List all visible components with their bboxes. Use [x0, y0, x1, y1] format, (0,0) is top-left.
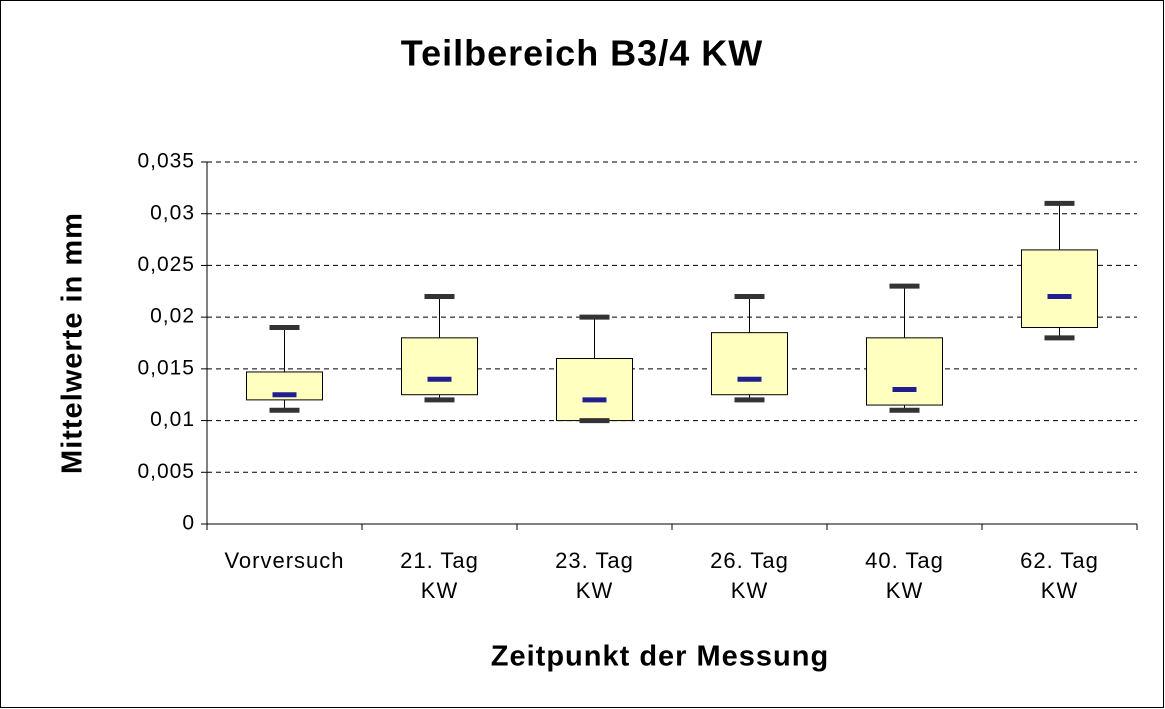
- box: [866, 337, 943, 406]
- x-tick-label: 21. Tag KW: [400, 548, 479, 603]
- y-tick-label: 0,025: [137, 253, 195, 276]
- x-tick-label: Vorversuch: [224, 548, 345, 573]
- x-tick-label: 23. Tag KW: [555, 548, 634, 603]
- x-tick-label: 62. Tag KW: [1020, 548, 1099, 603]
- box: [711, 332, 788, 396]
- chart-title: Teilbereich B3/4 KW: [401, 33, 763, 74]
- y-tick-label: 0,035: [137, 150, 195, 173]
- box: [556, 358, 633, 422]
- y-tick-label: 0,01: [150, 408, 195, 431]
- box: [1021, 249, 1098, 328]
- y-tick-label: 0: [182, 512, 195, 535]
- y-tick-label: 0,015: [137, 356, 195, 379]
- x-tick-label: 40. Tag KW: [865, 548, 944, 603]
- y-axis-label: Mittelwerte in mm: [57, 212, 89, 474]
- box: [401, 337, 478, 396]
- x-axis-label: Zeitpunkt der Messung: [491, 641, 829, 673]
- y-tick-label: 0,02: [150, 305, 195, 328]
- y-tick-label: 0,005: [137, 460, 195, 483]
- x-tick-label: 26. Tag KW: [710, 548, 789, 603]
- y-tick-label: 0,03: [150, 201, 195, 224]
